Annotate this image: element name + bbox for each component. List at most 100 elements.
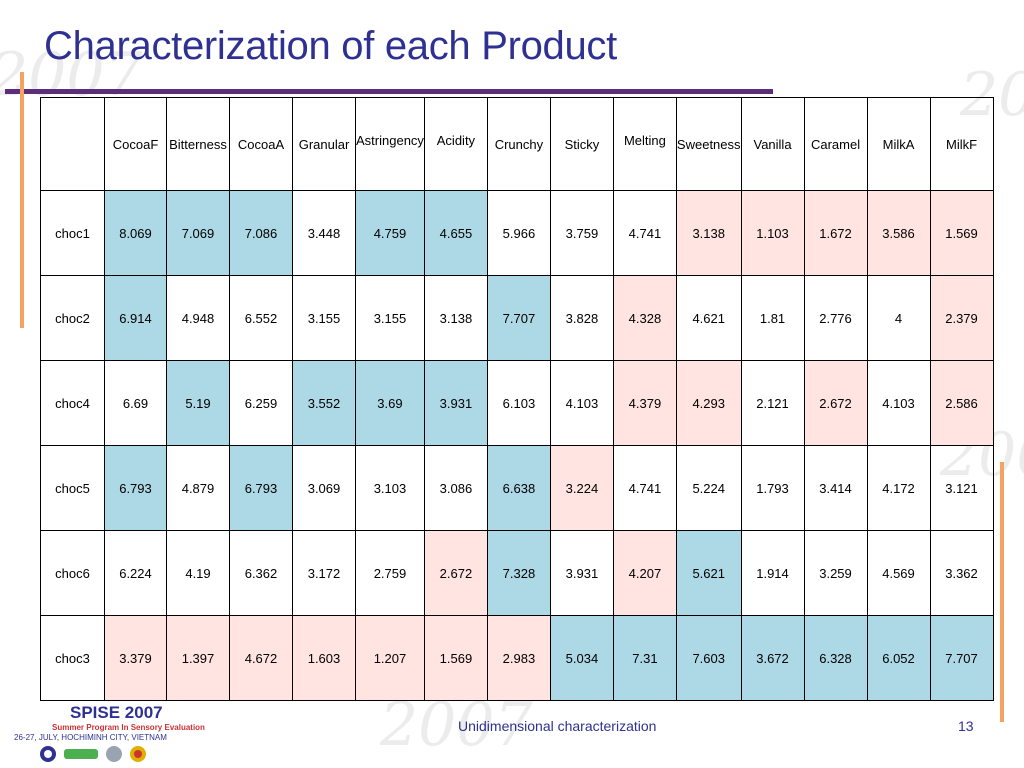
table-cell: 5.966	[486, 190, 551, 276]
sponsor-logos-icon	[40, 746, 146, 762]
column-header: Astringency	[355, 97, 425, 191]
table-cell: 3.931	[423, 360, 488, 446]
table-cell: 3.086	[423, 445, 488, 531]
table-cell: 4.293	[675, 360, 742, 446]
corner-cell	[40, 97, 105, 191]
table-cell: 2.776	[803, 275, 868, 361]
table-cell: 1.914	[740, 530, 805, 616]
table-cell: 4.879	[166, 445, 230, 531]
table-cell: 2.759	[355, 530, 425, 616]
table-cell: 1.397	[166, 615, 230, 701]
table-cell: 6.362	[229, 530, 293, 616]
table-cell: 1.672	[803, 190, 868, 276]
table-cell: 3.069	[292, 445, 356, 531]
table-cell: 2.983	[486, 615, 551, 701]
page-number: 13	[958, 718, 974, 734]
table-cell: 4.103	[866, 360, 931, 446]
table-cell: 4.672	[229, 615, 293, 701]
right-accent-bar	[1000, 462, 1004, 722]
table-cell: 7.603	[675, 615, 742, 701]
table-cell: 2.121	[740, 360, 805, 446]
table-cell: 8.069	[104, 190, 167, 276]
table-cell: 3.931	[549, 530, 614, 616]
table-cell: 6.103	[486, 360, 551, 446]
table-cell: 5.224	[675, 445, 742, 531]
table-cell: 4.379	[612, 360, 677, 446]
table-cell: 3.103	[355, 445, 425, 531]
product-characterization-table: CocoaF Bitterness CocoaA Granular Astringenc…	[40, 97, 994, 701]
column-header: CocoaA	[229, 97, 293, 191]
table-cell: 4.19	[166, 530, 230, 616]
table-cell: 7.069	[166, 190, 230, 276]
table-header-row: CocoaF Bitterness CocoaA Granular Astringenc…	[40, 97, 994, 191]
table-cell: 7.328	[486, 530, 551, 616]
footer-section-title: Unidimensional characterization	[458, 718, 657, 734]
table-cell: 6.224	[104, 530, 167, 616]
table-cell: 3.155	[355, 275, 425, 361]
table-cell: 3.172	[292, 530, 356, 616]
column-header: MilkF	[929, 97, 994, 191]
table-cell: 3.414	[803, 445, 868, 531]
row-label: choc5	[40, 445, 105, 531]
title-underline	[5, 89, 773, 94]
logo-subtitle: Summer Program In Sensory Evaluation	[52, 723, 205, 732]
column-header: Granular	[292, 97, 356, 191]
table-cell: 6.914	[104, 275, 167, 361]
row-label: choc2	[40, 275, 105, 361]
table-cell: 3.379	[104, 615, 167, 701]
table-cell: 2.672	[803, 360, 868, 446]
table-cell: 4.569	[866, 530, 931, 616]
table-cell: 4.621	[675, 275, 742, 361]
table-cell: 2.672	[423, 530, 488, 616]
table-cell: 4.655	[423, 190, 488, 276]
table-cell: 4.103	[549, 360, 614, 446]
table-cell: 7.086	[229, 190, 293, 276]
table-cell: 7.707	[486, 275, 551, 361]
table-cell: 3.259	[803, 530, 868, 616]
table-cell: 4.759	[355, 190, 425, 276]
table-cell: 4.172	[866, 445, 931, 531]
table-row: choc2 6.914 4.948 6.552 3.155 3.155 3.138 7.707…	[40, 275, 994, 361]
table-cell: 4	[866, 275, 931, 361]
column-header: Melting	[612, 97, 677, 191]
table-cell: 2.379	[929, 275, 994, 361]
slide-title: Characterization of each Product	[44, 24, 617, 68]
table-cell: 1.793	[740, 445, 805, 531]
table-cell: 3.121	[929, 445, 994, 531]
column-header: Bitterness	[166, 97, 230, 191]
table-cell: 1.207	[355, 615, 425, 701]
logo-title: SPISE 2007	[70, 703, 163, 722]
table-cell: 3.672	[740, 615, 805, 701]
table-cell: 1.569	[929, 190, 994, 276]
table-cell: 4.741	[612, 190, 677, 276]
table-cell: 4.741	[612, 445, 677, 531]
table-cell: 3.759	[549, 190, 614, 276]
table-row: choc5 6.793 4.879 6.793 3.069 3.103 3.086 6.638…	[40, 445, 994, 531]
table-cell: 1.103	[740, 190, 805, 276]
column-header: Crunchy	[486, 97, 551, 191]
column-header: Sweetness	[675, 97, 742, 191]
column-header: Vanilla	[740, 97, 805, 191]
table-row: choc4 6.69 5.19 6.259 3.552 3.69 3.931 6.103 4.1…	[40, 360, 994, 446]
table-cell: 5.034	[549, 615, 614, 701]
row-label: choc4	[40, 360, 105, 446]
column-header: Caramel	[803, 97, 868, 191]
table-cell: 6.793	[104, 445, 167, 531]
table-cell: 4.207	[612, 530, 677, 616]
table-cell: 1.569	[423, 615, 488, 701]
logo-date: 26-27, JULY, HOCHIMINH CITY, VIETNAM	[14, 733, 167, 742]
table-cell: 1.603	[292, 615, 356, 701]
table-cell: 6.552	[229, 275, 293, 361]
table-cell: 3.224	[549, 445, 614, 531]
table-cell: 3.586	[866, 190, 931, 276]
table-row: choc1 8.069 7.069 7.086 3.448 4.759 4.655 5.966…	[40, 190, 994, 276]
row-label: choc6	[40, 530, 105, 616]
table-cell: 3.138	[423, 275, 488, 361]
table-cell: 1.81	[740, 275, 805, 361]
table-cell: 6.052	[866, 615, 931, 701]
table-cell: 4.328	[612, 275, 677, 361]
row-label: choc3	[40, 615, 105, 701]
left-accent-bar	[20, 72, 24, 328]
table-row: choc6 6.224 4.19 6.362 3.172 2.759 2.672 7.328 3…	[40, 530, 994, 616]
table-cell: 6.328	[803, 615, 868, 701]
